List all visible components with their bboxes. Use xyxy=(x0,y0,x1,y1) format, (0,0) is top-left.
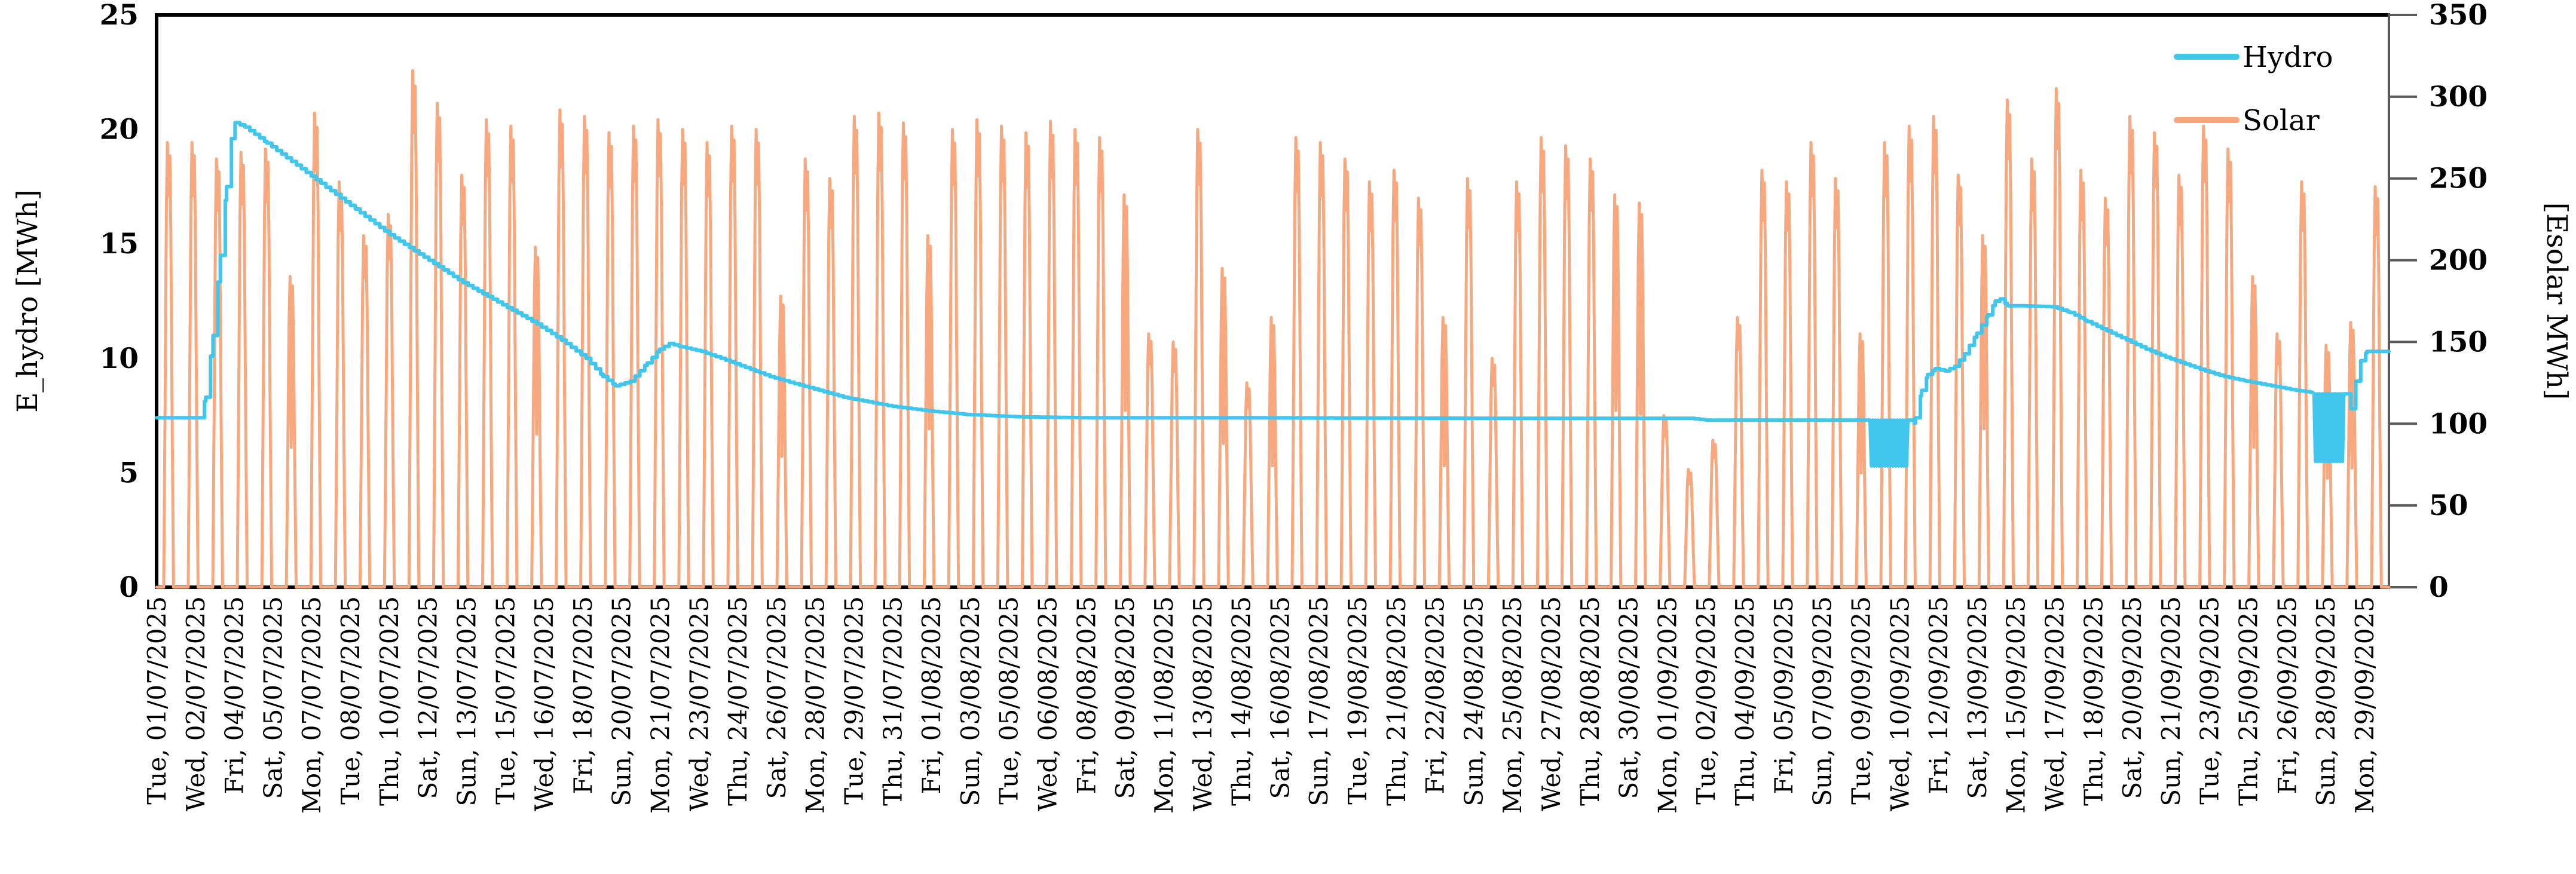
x-date-label: Mon, 25/08/2025 xyxy=(1498,596,1527,814)
x-date-label: Mon, 07/07/2025 xyxy=(297,596,326,814)
y-left-tick-label: 0 xyxy=(119,571,139,604)
x-date-label: Wed, 13/08/2025 xyxy=(1188,596,1217,811)
x-date-label: Mon, 11/08/2025 xyxy=(1149,596,1179,814)
x-date-label: Thu, 21/08/2025 xyxy=(1382,596,1411,806)
x-date-label: Sun, 21/09/2025 xyxy=(2156,596,2186,806)
x-date-label: Wed, 02/07/2025 xyxy=(181,596,210,811)
x-axis-date-labels: Tue, 01/07/2025 Wed, 02/07/2025 Fri, 04/07… xyxy=(142,596,2379,814)
x-date-label: Sun, 17/08/2025 xyxy=(1304,596,1333,806)
x-date-label: Thu, 04/09/2025 xyxy=(1730,596,1760,806)
x-date-label: Sat, 09/08/2025 xyxy=(1110,596,1140,799)
x-date-label: Wed, 17/09/2025 xyxy=(2040,596,2070,811)
x-date-label: Tue, 19/08/2025 xyxy=(1343,596,1372,805)
x-date-label: Tue, 15/07/2025 xyxy=(491,596,520,805)
x-date-label: Thu, 25/09/2025 xyxy=(2234,596,2263,806)
x-date-label: Thu, 24/07/2025 xyxy=(723,596,752,806)
x-date-label: Fri, 12/09/2025 xyxy=(1924,596,1953,794)
y-right-tick-label: 150 xyxy=(2429,326,2488,358)
x-date-label: Mon, 21/07/2025 xyxy=(646,596,675,814)
x-date-label: Thu, 10/07/2025 xyxy=(375,596,404,806)
x-date-label: Mon, 15/09/2025 xyxy=(2002,596,2031,814)
x-date-label: Fri, 05/09/2025 xyxy=(1769,596,1798,794)
x-date-label: Tue, 09/09/2025 xyxy=(1847,596,1876,805)
x-date-label: Thu, 28/08/2025 xyxy=(1575,596,1605,806)
y-right-axis-title: [Esolar MWh] xyxy=(2540,203,2573,400)
y-left-tick-label: 5 xyxy=(119,456,139,489)
y-left-tick-labels: 0 5 10 15 20 25 xyxy=(100,0,139,604)
x-date-label: Sun, 24/08/2025 xyxy=(1459,596,1488,806)
right-axis-ticks xyxy=(2389,14,2417,588)
x-date-label: Fri, 26/09/2025 xyxy=(2272,596,2302,794)
legend-hydro-label: Hydro xyxy=(2242,41,2333,74)
x-date-label: Wed, 23/07/2025 xyxy=(684,596,714,811)
y-right-tick-label: 0 xyxy=(2429,571,2449,604)
y-right-tick-label: 350 xyxy=(2429,0,2488,32)
solar-series xyxy=(155,69,2391,589)
x-date-label: Sun, 07/09/2025 xyxy=(1808,596,1837,806)
x-date-label: Fri, 04/07/2025 xyxy=(220,596,249,794)
hydro-series-line xyxy=(155,121,2391,468)
y-right-tick-label: 50 xyxy=(2429,489,2468,522)
x-date-label: Fri, 18/07/2025 xyxy=(568,596,598,794)
x-date-label: Sun, 28/09/2025 xyxy=(2311,596,2341,806)
x-date-label: Thu, 14/08/2025 xyxy=(1227,596,1256,806)
x-date-label: Sun, 13/07/2025 xyxy=(452,596,481,806)
x-date-label: Sun, 03/08/2025 xyxy=(956,596,985,806)
x-date-label: Tue, 08/07/2025 xyxy=(336,596,365,805)
x-date-label: Wed, 16/07/2025 xyxy=(530,596,559,811)
legend-solar-label: Solar xyxy=(2242,104,2320,137)
y-right-tick-label: 200 xyxy=(2429,244,2488,277)
x-date-label: Tue, 01/07/2025 xyxy=(142,596,172,805)
x-date-label: Sat, 05/07/2025 xyxy=(258,596,287,799)
x-date-label: Sat, 16/08/2025 xyxy=(1265,596,1295,799)
y-right-tick-label: 250 xyxy=(2429,162,2488,195)
x-date-label: Sat, 20/09/2025 xyxy=(2118,596,2147,799)
x-date-label: Fri, 22/08/2025 xyxy=(1421,596,1450,794)
x-date-label: Wed, 06/08/2025 xyxy=(1033,596,1063,811)
x-date-label: Fri, 08/08/2025 xyxy=(1072,596,1101,794)
x-date-label: Mon, 29/09/2025 xyxy=(2350,596,2379,814)
x-date-label: Thu, 31/07/2025 xyxy=(878,596,907,806)
x-date-label: Wed, 10/09/2025 xyxy=(1885,596,1914,811)
x-date-label: Fri, 01/08/2025 xyxy=(917,596,946,794)
y-left-tick-label: 10 xyxy=(100,342,139,375)
x-date-label: Tue, 05/08/2025 xyxy=(995,596,1024,805)
x-date-label: Tue, 29/07/2025 xyxy=(840,596,869,805)
x-date-label: Wed, 27/08/2025 xyxy=(1537,596,1566,811)
x-date-label: Tue, 02/09/2025 xyxy=(1691,596,1721,805)
hydro-series xyxy=(155,121,2391,468)
x-date-label: Tue, 23/09/2025 xyxy=(2195,596,2225,805)
legend: Hydro Solar xyxy=(2174,41,2333,137)
y-right-tick-labels: 0 50 100 150 200 250 300 350 xyxy=(2429,0,2488,604)
x-date-label: Sat, 12/07/2025 xyxy=(414,596,443,799)
x-date-label: Sat, 30/08/2025 xyxy=(1614,596,1644,799)
y-left-tick-label: 20 xyxy=(100,114,139,146)
solar-series-line xyxy=(155,69,2391,589)
y-left-tick-label: 15 xyxy=(100,228,139,260)
x-date-label: Sun, 20/07/2025 xyxy=(607,596,637,806)
x-date-label: Sat, 13/09/2025 xyxy=(1963,596,1992,799)
y-right-tick-label: 100 xyxy=(2429,407,2488,440)
y-left-tick-label: 25 xyxy=(100,0,139,32)
x-date-label: Sat, 26/07/2025 xyxy=(762,596,791,799)
y-left-axis-title: E_hydro [MWh] xyxy=(11,189,44,413)
y-right-tick-label: 300 xyxy=(2429,81,2488,114)
x-date-label: Mon, 28/07/2025 xyxy=(801,596,830,814)
x-date-label: Thu, 18/09/2025 xyxy=(2079,596,2108,806)
x-date-label: Mon, 01/09/2025 xyxy=(1653,596,1682,814)
